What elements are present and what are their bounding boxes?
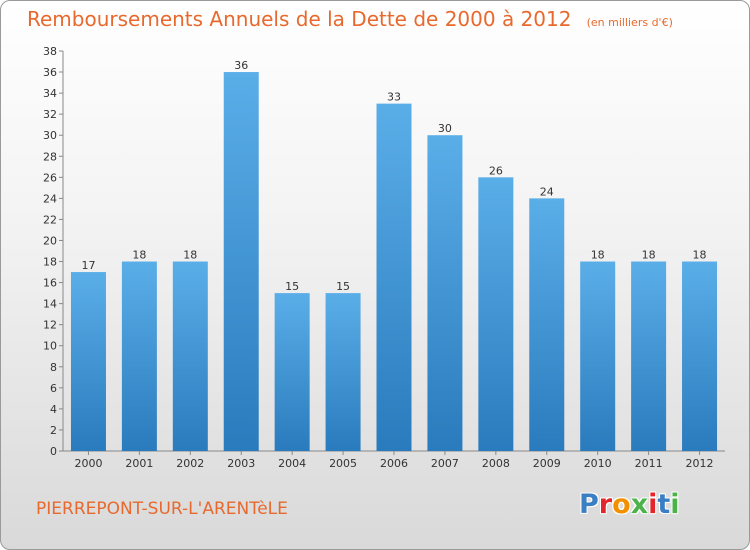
bar [223,72,259,451]
value-label: 24 [540,185,554,198]
x-tick-label: 2011 [635,457,663,470]
bar [325,293,361,451]
y-tick-label: 6 [50,382,57,395]
bar [376,103,412,451]
y-tick-label: 38 [43,45,57,58]
brand-letter: i [648,489,658,520]
x-tick-label: 2008 [482,457,510,470]
brand-letter: P [579,489,599,520]
bar [427,135,463,452]
y-tick-label: 36 [43,66,57,79]
value-label: 18 [591,249,605,262]
chart-bars [70,72,718,452]
bar [121,261,157,451]
value-label: 30 [438,122,452,135]
y-tick-label: 10 [43,340,57,353]
value-label: 18 [132,249,146,262]
brand-letter: t [657,489,671,520]
value-label: 15 [285,280,299,293]
x-tick-label: 2005 [329,457,357,470]
x-tick-label: 2001 [125,457,153,470]
y-tick-label: 34 [43,87,57,100]
bar [631,261,667,451]
value-label: 15 [336,280,350,293]
x-tick-label: 2009 [533,457,561,470]
y-tick-label: 4 [50,403,57,416]
brand-letter: i [670,489,680,520]
proxiti-logo: Proxiti [579,489,680,520]
y-tick-label: 12 [43,319,57,332]
bar [478,177,514,451]
bar [580,261,616,451]
brand-letter: o [612,489,631,520]
x-tick-label: 2012 [686,457,714,470]
y-tick-label: 28 [43,150,57,163]
chart-title: Remboursements Annuels de la Dette de 20… [27,7,572,31]
bar [70,272,106,451]
y-tick-label: 16 [43,277,57,290]
chart-labels: 17 18 18 36 15 15 33 30 26 24 18 18 18 [81,59,706,293]
bar [172,261,208,451]
y-tick-label: 8 [50,361,57,374]
x-tick-label: 2010 [584,457,612,470]
bar [274,293,310,451]
x-tick-label: 2007 [431,457,459,470]
brand-letter: r [598,489,613,520]
y-tick-label: 20 [43,234,57,247]
y-tick-label: 2 [50,424,57,437]
value-label: 26 [489,164,503,177]
y-tick-label: 24 [43,192,57,205]
y-tick-label: 30 [43,129,57,142]
x-tick-label: 2002 [176,457,204,470]
y-tick-label: 18 [43,256,57,269]
y-tick-label: 22 [43,213,57,226]
y-tick-label: 26 [43,171,57,184]
y-tick-label: 0 [50,445,57,458]
title-row: Remboursements Annuels de la Dette de 20… [27,7,673,31]
value-label: 18 [693,249,707,262]
value-label: 18 [183,249,197,262]
value-label: 18 [642,249,656,262]
bar [682,261,718,451]
commune-name: PIERREPONT-SUR-L'ARENTèLE [36,499,288,519]
brand-letter: x [630,489,649,520]
y-tick-label: 14 [43,298,57,311]
value-label: 33 [387,91,401,104]
x-tick-label: 2004 [278,457,306,470]
chart-unit: (en milliers d'€) [586,16,673,29]
y-tick-label: 32 [43,108,57,121]
x-tick-label: 2003 [227,457,255,470]
bar [529,198,565,451]
x-tick-label: 2006 [380,457,408,470]
value-label: 17 [81,259,95,272]
x-tick-label: 2000 [74,457,102,470]
value-label: 36 [234,59,248,72]
